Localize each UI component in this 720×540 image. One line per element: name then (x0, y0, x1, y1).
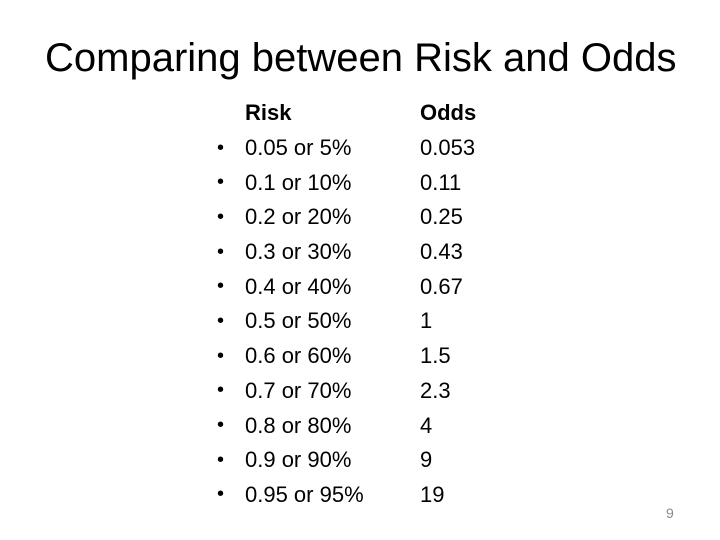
slide-title: Comparing between Risk and Odds (45, 36, 677, 80)
risk-value: 0.4 or 40% (245, 273, 352, 299)
bullet-icon: • (217, 171, 225, 194)
odds-value: 0.43 (420, 239, 463, 265)
bullet-icon: • (217, 309, 225, 332)
table-row: • 0.2 or 20% 0.25 (217, 200, 540, 235)
risk-value: 0.95 or 95% (245, 481, 364, 507)
bullet-icon: • (217, 414, 225, 437)
risk-value: 0.6 or 60% (245, 343, 352, 369)
odds-value: 0.25 (420, 204, 463, 230)
bullet-icon: • (217, 483, 225, 506)
bullet-icon: • (217, 448, 225, 471)
table-row: • 0.3 or 30% 0.43 (217, 235, 540, 270)
bullet-icon: • (217, 136, 225, 159)
bullet-icon: • (217, 205, 225, 228)
odds-value: 2.3 (420, 377, 451, 403)
table-row: • 0.9 or 90% 9 (217, 443, 540, 478)
odds-value: 4 (420, 412, 433, 438)
risk-value: 0.9 or 90% (245, 447, 352, 473)
table-row: • 0.6 or 60% 1.5 (217, 339, 540, 374)
risk-value: 0.3 or 30% (245, 239, 352, 265)
risk-value: 0.5 or 50% (245, 308, 352, 334)
page-number: 9 (666, 505, 674, 521)
odds-value: 1 (420, 308, 433, 334)
odds-value: 19 (420, 481, 445, 507)
table-row: • 0.5 or 50% 1 (217, 304, 540, 339)
risk-column-header: Risk (245, 100, 292, 126)
bullet-icon: • (217, 379, 225, 402)
table-header-row: Risk Odds (217, 96, 540, 131)
table-row: • 0.4 or 40% 0.67 (217, 269, 540, 304)
risk-value: 0.8 or 80% (245, 412, 352, 438)
risk-value: 0.7 or 70% (245, 377, 352, 403)
odds-value: 0.053 (420, 135, 476, 161)
table-row: • 0.7 or 70% 2.3 (217, 374, 540, 409)
risk-value: 0.05 or 5% (245, 135, 352, 161)
table-row: • 0.1 or 10% 0.11 (217, 165, 540, 200)
table-row: • 0.05 or 5% 0.053 (217, 131, 540, 166)
risk-value: 0.2 or 20% (245, 204, 352, 230)
odds-value: 0.11 (420, 169, 462, 195)
bullet-icon: • (217, 275, 225, 298)
risk-value: 0.1 or 10% (245, 169, 352, 195)
table-row: • 0.95 or 95% 19 (217, 478, 540, 513)
odds-column-header: Odds (420, 100, 477, 126)
table-row: • 0.8 or 80% 4 (217, 408, 540, 443)
bullet-icon: • (217, 344, 225, 367)
odds-value: 1.5 (420, 343, 451, 369)
bullet-icon: • (217, 240, 225, 263)
odds-value: 0.67 (420, 273, 463, 299)
odds-value: 9 (420, 447, 433, 473)
risk-odds-table: Risk Odds • 0.05 or 5% 0.053 • 0.1 or 10% 0.1… (217, 96, 540, 512)
